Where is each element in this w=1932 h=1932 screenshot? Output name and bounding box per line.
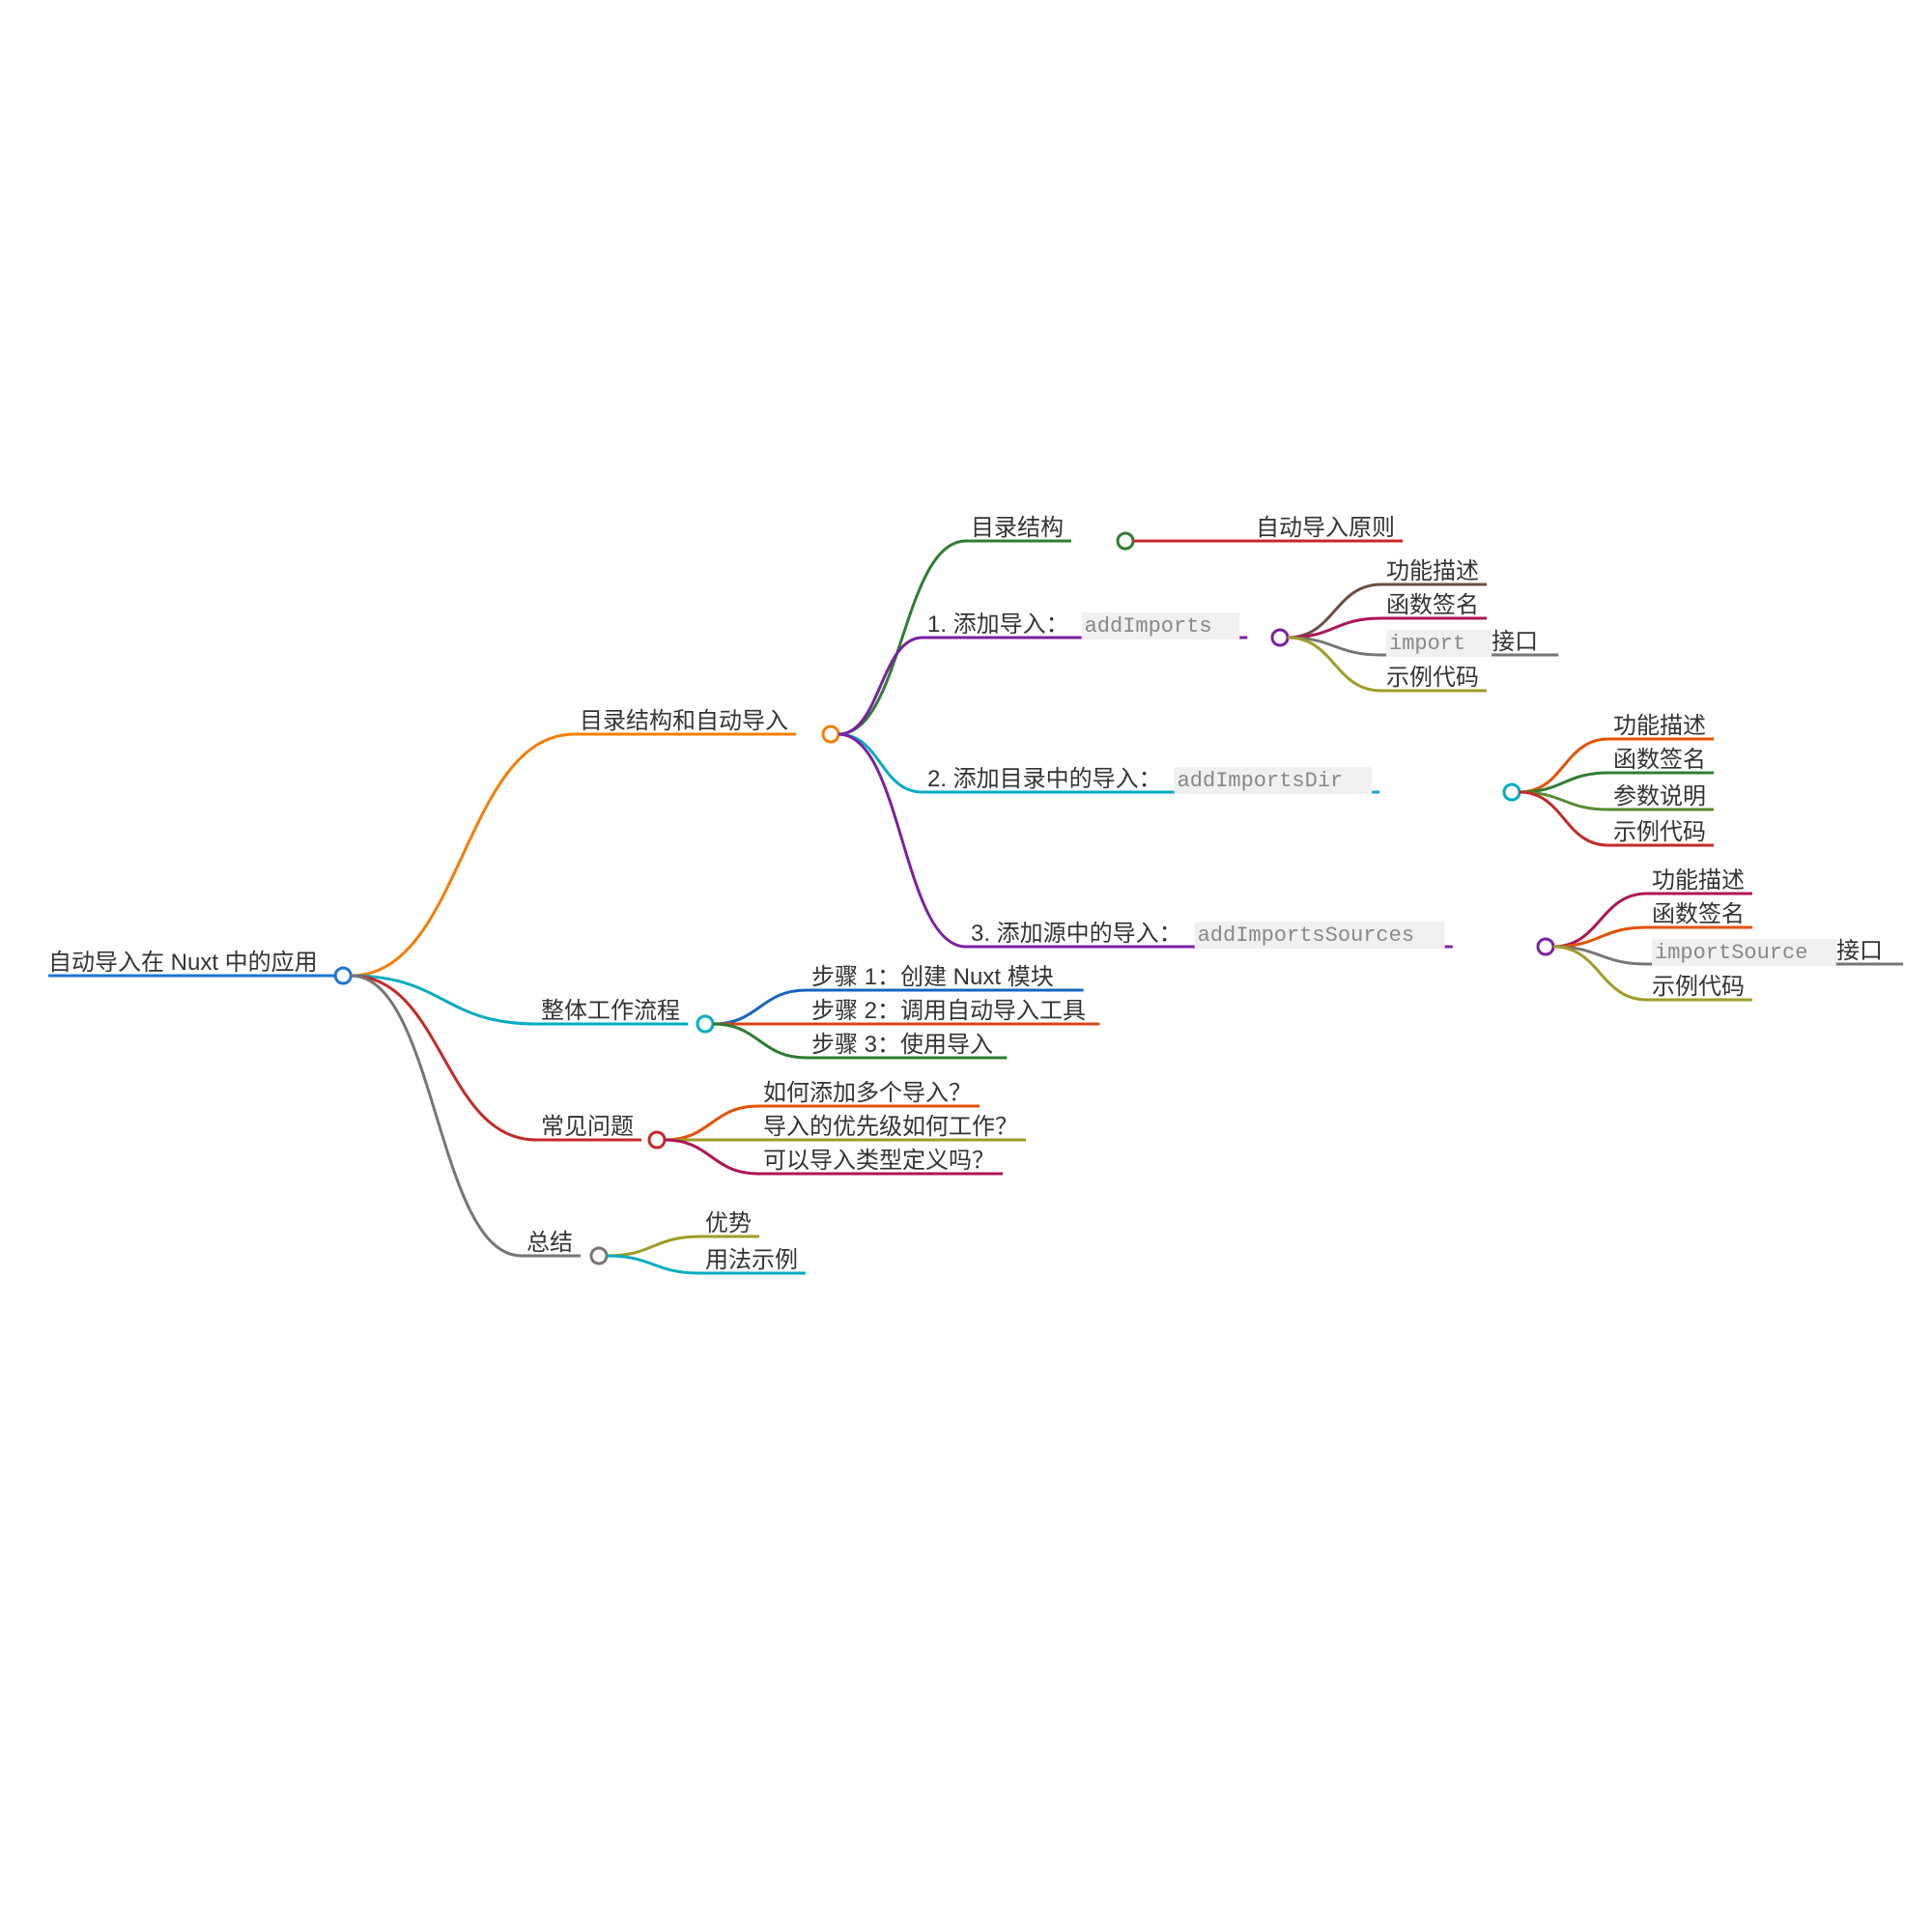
svg-text:常见问题: 常见问题 xyxy=(541,1114,634,1140)
svg-text:用法示例: 用法示例 xyxy=(705,1247,798,1273)
mindmap-canvas: 自动导入在 Nuxt 中的应用 目录结构和自动导入 目录结构 自动导入原则 1. 添加导… xyxy=(0,0,1932,1932)
svg-text:示例代码: 示例代码 xyxy=(1386,665,1479,691)
svg-text:1. 添加导入：: 1. 添加导入： xyxy=(927,611,1069,638)
svg-text:接口: 接口 xyxy=(1492,629,1538,655)
svg-text:导入的优先级如何工作？: 导入的优先级如何工作？ xyxy=(763,1114,1018,1140)
svg-text:示例代码: 示例代码 xyxy=(1613,819,1706,845)
svg-text:参数说明: 参数说明 xyxy=(1613,783,1706,810)
svg-text:2. 添加目录中的导入：: 2. 添加目录中的导入： xyxy=(927,766,1162,792)
svg-text:功能描述: 功能描述 xyxy=(1613,713,1706,739)
svg-text:函数签名: 函数签名 xyxy=(1386,592,1479,618)
svg-text:import: import xyxy=(1389,632,1465,656)
svg-text:addImports: addImports xyxy=(1085,614,1212,639)
svg-text:函数签名: 函数签名 xyxy=(1652,901,1745,927)
svg-text:步骤 3：使用导入: 步骤 3：使用导入 xyxy=(811,1032,993,1058)
svg-text:功能描述: 功能描述 xyxy=(1386,558,1479,584)
svg-text:接口: 接口 xyxy=(1836,938,1883,964)
svg-text:步骤 2：调用自动导入工具: 步骤 2：调用自动导入工具 xyxy=(811,998,1086,1024)
svg-text:功能描述: 功能描述 xyxy=(1652,867,1745,894)
svg-text:总结: 总结 xyxy=(526,1230,573,1256)
svg-text:目录结构和自动导入: 目录结构和自动导入 xyxy=(580,708,788,734)
svg-text:addImportsDir: addImportsDir xyxy=(1178,769,1344,793)
svg-text:addImportsSources: addImportsSources xyxy=(1198,923,1414,948)
svg-text:整体工作流程: 整体工作流程 xyxy=(541,998,680,1024)
svg-text:可以导入类型定义吗？: 可以导入类型定义吗？ xyxy=(763,1148,995,1174)
svg-text:自动导入原则: 自动导入原则 xyxy=(1256,515,1395,541)
svg-text:函数签名: 函数签名 xyxy=(1613,747,1706,773)
svg-text:自动导入在 Nuxt 中的应用: 自动导入在 Nuxt 中的应用 xyxy=(48,950,318,976)
svg-text:步骤 1：创建 Nuxt 模块: 步骤 1：创建 Nuxt 模块 xyxy=(811,964,1054,990)
svg-text:目录结构: 目录结构 xyxy=(971,515,1064,541)
svg-text:示例代码: 示例代码 xyxy=(1652,974,1745,1000)
svg-text:优势: 优势 xyxy=(705,1210,752,1236)
svg-text:importSource: importSource xyxy=(1655,941,1807,965)
svg-text:如何添加多个导入？: 如何添加多个导入？ xyxy=(763,1080,972,1106)
svg-text:3. 添加源中的导入：: 3. 添加源中的导入： xyxy=(971,921,1182,947)
